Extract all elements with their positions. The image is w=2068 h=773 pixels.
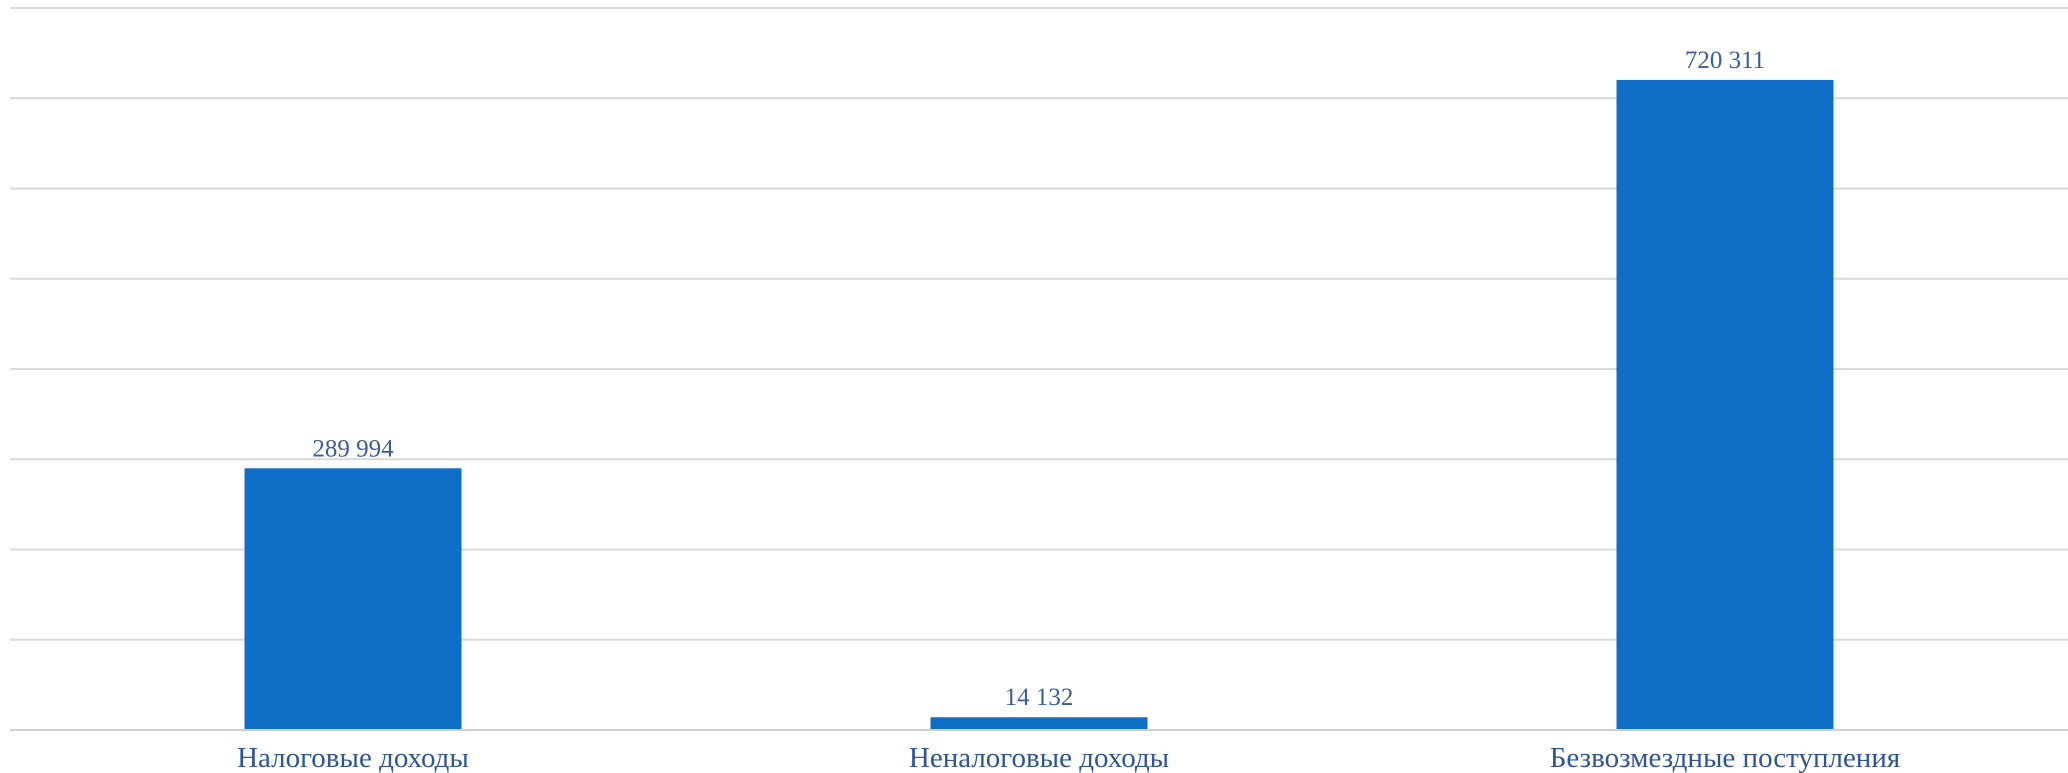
x-tick-labels: Налоговые доходы Неналоговые доходы Безвоз… <box>237 742 1900 773</box>
data-labels: 289 994 14 132 720 311 <box>312 47 1765 711</box>
bar <box>930 717 1148 730</box>
x-tick-label: Налоговые доходы <box>237 742 469 773</box>
data-label: 14 132 <box>1005 684 1074 711</box>
x-tick-label: Безвозмездные поступления <box>1550 742 1900 773</box>
data-label: 720 311 <box>1685 47 1765 74</box>
x-tick-label: Неналоговые доходы <box>909 742 1169 773</box>
bar <box>244 468 462 730</box>
bar <box>1616 79 1834 731</box>
bars <box>244 79 1834 731</box>
data-label: 289 994 <box>312 435 394 462</box>
